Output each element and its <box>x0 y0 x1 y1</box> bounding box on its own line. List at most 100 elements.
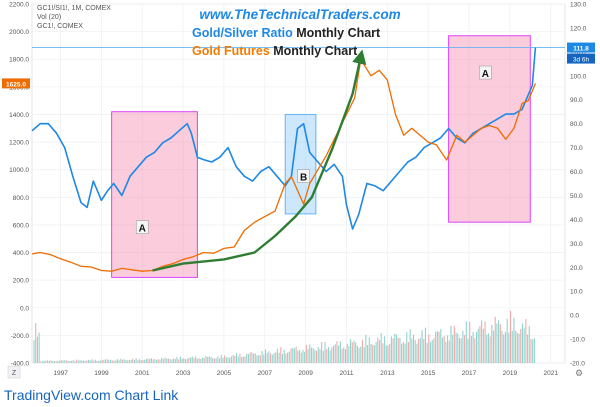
volume-bar <box>137 360 139 363</box>
subtitle-plain-part: Monthly Chart <box>296 26 381 40</box>
tradingview-chart-link[interactable]: TradingView.com Chart Link <box>4 387 179 403</box>
volume-bar <box>36 336 38 363</box>
volume-bar <box>336 341 338 363</box>
volume-bar <box>520 328 522 363</box>
volume-bar <box>344 349 347 363</box>
volume-bar <box>509 310 512 363</box>
volume-bar <box>33 340 35 363</box>
volume-bar <box>208 356 210 363</box>
volume-bar <box>121 359 124 363</box>
volume-bar <box>470 336 472 363</box>
volume-bar <box>270 353 272 363</box>
x-tick-label: 1997 <box>53 370 68 377</box>
volume-bar <box>496 323 498 363</box>
volume-bar <box>236 353 238 363</box>
volume-bar <box>443 336 445 363</box>
volume-bar <box>435 331 437 363</box>
volume-bar <box>132 358 134 363</box>
volume-bar <box>469 321 471 363</box>
volume-bar <box>506 318 508 363</box>
right-tick-label: 10.0 <box>570 289 583 296</box>
volume-bar <box>503 334 505 363</box>
volume-bar <box>288 351 290 363</box>
volume-bar <box>458 337 461 363</box>
volume-bar <box>79 359 81 363</box>
volume-bar <box>414 340 416 363</box>
volume-bar <box>35 322 37 363</box>
volume-bar <box>246 353 248 363</box>
volume-bar <box>271 354 273 363</box>
volume-bar <box>300 352 302 363</box>
volume-bar <box>297 350 299 363</box>
annotation-box-1 <box>111 111 198 278</box>
subtitle-colored-part: Gold/Silver Ratio <box>192 26 296 40</box>
chart-title: www.TheTechnicalTraders.com <box>199 7 400 22</box>
volume-bar <box>307 348 309 363</box>
volume-bar <box>521 323 524 363</box>
volume-bar <box>99 360 101 363</box>
volume-bar <box>464 335 466 363</box>
volume-bar <box>273 352 275 363</box>
volume-bar <box>176 356 178 363</box>
volume-bar <box>101 359 103 363</box>
volume-bar <box>304 351 306 363</box>
settings-gear-icon[interactable]: ⚙ <box>575 368 583 378</box>
volume-bar <box>261 350 263 363</box>
volume-bar <box>205 356 207 363</box>
volume-bar <box>266 352 268 363</box>
right-tick-label: 60.0 <box>570 169 583 176</box>
volume-bar <box>55 361 57 363</box>
volume-bar <box>305 344 307 363</box>
volume-bar <box>402 341 404 363</box>
volume-bar <box>498 320 500 363</box>
volume-bar <box>275 352 277 363</box>
volume-bar <box>89 360 91 363</box>
volume-bar <box>53 360 56 363</box>
volume-bar <box>57 360 59 363</box>
volume-bar <box>361 339 364 363</box>
volume-bar <box>326 349 328 363</box>
corner-button-left[interactable] <box>7 365 21 379</box>
volume-bar <box>229 357 231 363</box>
volume-bar <box>72 360 74 363</box>
volume-bar <box>98 360 100 363</box>
volume-bar <box>224 355 226 363</box>
volume-bar <box>315 350 318 363</box>
volume-bar <box>450 326 452 363</box>
volume-bar <box>511 330 513 363</box>
volume-bar <box>59 360 61 363</box>
volume-bar <box>111 360 113 363</box>
chart-panel: ABA2200.02000.01800.01600.01400.01200.01… <box>0 0 600 383</box>
volume-bar <box>523 328 525 363</box>
x-tick-label: 2015 <box>421 370 436 377</box>
volume-bar <box>513 318 515 363</box>
right-tick-label: 20.0 <box>570 265 583 272</box>
volume-bar <box>86 360 88 363</box>
volume-bar <box>455 332 457 363</box>
x-tick-label: 1999 <box>94 370 109 377</box>
volume-bar <box>234 355 236 363</box>
volume-bar <box>135 358 137 363</box>
volume-bar <box>251 352 253 363</box>
corner-button-left-label: Z <box>12 370 17 377</box>
volume-bar <box>298 349 301 363</box>
trend-line <box>152 49 367 272</box>
price-chart[interactable]: ABA2200.02000.01800.01600.01400.01200.01… <box>0 0 600 383</box>
volume-bar <box>467 338 469 363</box>
volume-bar <box>407 342 409 363</box>
volume-bar <box>368 337 370 363</box>
volume-bar <box>358 347 360 363</box>
volume-bar <box>419 338 421 363</box>
volume-bar <box>409 329 411 363</box>
volume-bar <box>350 339 352 363</box>
volume-bar <box>475 332 478 363</box>
volume-bar <box>67 360 69 363</box>
right-tick-label: 130.0 <box>570 2 587 9</box>
volume-bar <box>64 360 66 363</box>
left-tick-label: 1200.0 <box>9 140 29 147</box>
volume-bar <box>351 342 353 363</box>
subtitle-plain-part: Monthly Chart <box>273 44 358 58</box>
annotation-label-3: A <box>482 69 489 80</box>
volume-bar <box>47 360 49 363</box>
